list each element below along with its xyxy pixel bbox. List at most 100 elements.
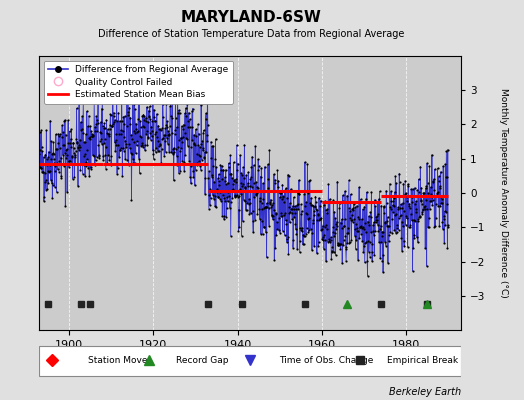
Point	[413, 187, 421, 194]
Point	[247, 164, 256, 170]
Point	[414, 216, 422, 222]
Point	[222, 181, 231, 188]
Point	[351, 226, 359, 232]
Point	[266, 199, 274, 205]
Point	[350, 216, 358, 222]
Point	[260, 224, 268, 230]
Point	[80, 162, 88, 168]
Point	[193, 142, 202, 148]
Point	[357, 230, 365, 237]
Point	[417, 197, 425, 203]
Point	[147, 136, 155, 143]
Point	[52, 131, 60, 138]
Point	[144, 134, 152, 141]
Point	[420, 189, 429, 196]
Point	[409, 186, 417, 192]
Point	[56, 131, 64, 137]
Point	[64, 117, 72, 124]
Point	[82, 162, 90, 169]
Point	[84, 165, 92, 171]
Point	[407, 210, 415, 217]
Point	[67, 136, 75, 142]
Point	[320, 246, 328, 252]
Point	[120, 120, 128, 127]
Point	[255, 206, 264, 212]
Point	[151, 149, 160, 156]
Point	[219, 192, 227, 198]
Point	[107, 152, 116, 159]
Point	[223, 194, 232, 200]
Text: Berkeley Earth: Berkeley Earth	[389, 387, 461, 397]
Point	[379, 204, 388, 210]
Point	[277, 212, 285, 219]
Point	[138, 122, 147, 129]
Point	[81, 139, 90, 146]
Point	[214, 175, 222, 182]
Point	[185, 158, 193, 164]
Point	[310, 212, 318, 218]
Point	[189, 106, 197, 112]
Point	[179, 125, 188, 132]
Point	[289, 194, 298, 200]
Point	[62, 154, 71, 161]
Point	[145, 113, 153, 120]
Point	[421, 185, 430, 191]
Point	[357, 216, 366, 222]
Point	[304, 190, 312, 196]
Point	[277, 210, 285, 216]
Point	[121, 113, 129, 120]
Point	[59, 129, 67, 136]
Point	[442, 208, 450, 215]
Point	[93, 117, 101, 124]
Point	[170, 144, 178, 151]
Point	[224, 189, 233, 195]
Point	[202, 149, 211, 156]
Point	[270, 256, 279, 263]
Point	[319, 223, 327, 229]
Point	[228, 175, 236, 181]
Point	[208, 172, 216, 178]
Point	[99, 122, 107, 129]
Point	[352, 221, 360, 228]
Point	[55, 158, 63, 164]
Point	[316, 216, 324, 222]
Point	[56, 161, 64, 167]
Point	[200, 127, 208, 134]
Point	[339, 242, 347, 248]
Point	[444, 146, 452, 153]
Point	[192, 132, 200, 139]
Point	[162, 121, 170, 128]
Point	[88, 131, 96, 138]
Point	[314, 242, 322, 249]
Point	[322, 206, 330, 213]
Point	[83, 146, 92, 153]
Point	[257, 231, 265, 237]
Point	[182, 113, 191, 119]
Point	[216, 167, 225, 174]
Point	[427, 191, 435, 198]
Point	[399, 180, 408, 187]
Point	[124, 109, 133, 116]
Point	[301, 209, 310, 216]
Point	[324, 181, 333, 187]
Point	[198, 156, 206, 163]
Point	[280, 212, 288, 218]
Point	[46, 168, 54, 174]
Point	[347, 236, 356, 243]
Point	[223, 205, 231, 211]
Point	[336, 241, 344, 247]
Point	[316, 197, 325, 204]
Point	[318, 236, 326, 242]
Point	[154, 138, 162, 144]
Point	[330, 208, 339, 215]
Text: Empirical Break: Empirical Break	[387, 356, 458, 365]
Point	[339, 197, 347, 204]
Point	[218, 212, 226, 219]
Point	[333, 178, 342, 185]
Point	[348, 219, 357, 225]
Point	[81, 173, 89, 179]
Point	[44, 180, 52, 186]
Point	[257, 200, 266, 206]
Point	[392, 180, 400, 186]
Point	[250, 187, 259, 194]
